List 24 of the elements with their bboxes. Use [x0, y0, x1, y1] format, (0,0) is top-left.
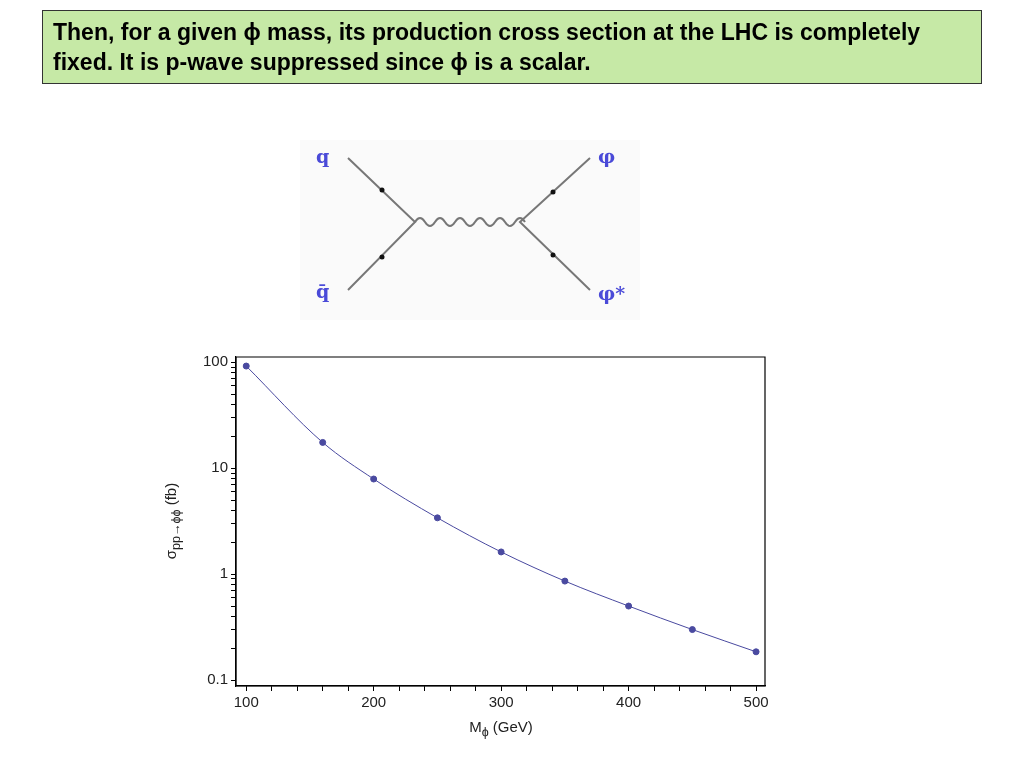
- text: φ*: [598, 282, 626, 304]
- x-tick-label: 500: [743, 693, 769, 711]
- y-tick-label: 1: [219, 564, 229, 582]
- point: [497, 548, 505, 556]
- point: [242, 362, 250, 370]
- point: [319, 438, 327, 446]
- point: [370, 475, 378, 483]
- text: φ: [598, 145, 616, 167]
- y-tick-label: 0.1: [207, 670, 229, 688]
- point: [752, 648, 760, 656]
- point: [433, 514, 441, 522]
- point: [561, 577, 569, 585]
- chart-title: Then, for a given ϕ mass, its production cross section at the LHC is completely fixed. It is p-wave suppressed since ϕ is a scalar.: [42, 10, 982, 84]
- x-tick-label: 100: [233, 693, 259, 711]
- text: q̄: [316, 280, 330, 302]
- point: [625, 602, 633, 610]
- x-tick-label: 200: [361, 693, 387, 711]
- y-tick-label: 100: [203, 352, 229, 370]
- text: q: [316, 145, 330, 167]
- x-tick-label: 400: [616, 693, 642, 711]
- x-tick-label: 300: [488, 693, 514, 711]
- y-tick-label: 10: [211, 458, 229, 476]
- x-axis-title: M$_{ϕ}$ (GeV): [468, 718, 534, 739]
- point: [688, 626, 696, 634]
